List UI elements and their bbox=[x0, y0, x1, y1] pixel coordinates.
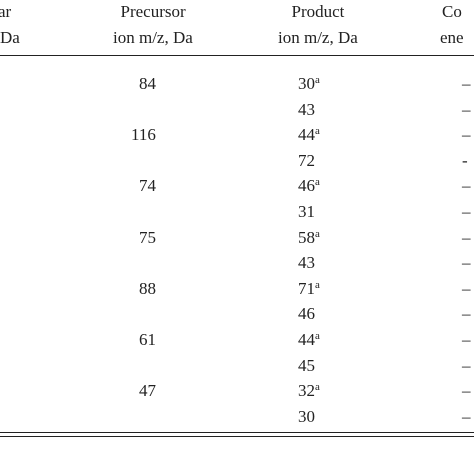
header-text: ene bbox=[440, 28, 464, 47]
footnote-mark: a bbox=[315, 74, 320, 86]
header-rule bbox=[0, 55, 474, 56]
footnote-mark: a bbox=[315, 227, 320, 240]
precursor-mz: 84 bbox=[139, 74, 156, 93]
product-mz: 72 bbox=[298, 150, 315, 170]
product-mz: 46a bbox=[298, 176, 320, 196]
product-mz: 43 bbox=[298, 99, 315, 119]
precursor-mz: 75 bbox=[139, 227, 156, 247]
product-mz: 44a bbox=[298, 125, 320, 145]
precursor-mz: 74 bbox=[139, 176, 156, 196]
header-text: ar bbox=[0, 2, 12, 21]
cut-text: – bbox=[462, 355, 471, 375]
product-mz: 31 bbox=[298, 202, 315, 221]
cut-text: – bbox=[462, 227, 471, 247]
bottom-rule bbox=[0, 436, 474, 437]
footnote-mark: a bbox=[315, 330, 320, 342]
footnote-mark: a bbox=[315, 278, 320, 291]
product-mz: 58a bbox=[298, 227, 320, 247]
header-text: Product bbox=[291, 2, 345, 21]
header-text: Co bbox=[442, 2, 462, 21]
product-mz: 71a bbox=[298, 278, 320, 298]
precursor-mz: 47 bbox=[139, 381, 156, 401]
footnote-mark: a bbox=[315, 176, 320, 189]
cut-text: – bbox=[462, 278, 471, 298]
cut-text: – bbox=[462, 176, 471, 196]
cut-text: – bbox=[462, 99, 471, 119]
product-mz: 45 bbox=[298, 355, 315, 375]
product-mz: 30 bbox=[298, 406, 315, 426]
bottom-rule bbox=[0, 432, 474, 433]
product-mz: 43 bbox=[298, 253, 315, 273]
footnote-mark: a bbox=[315, 125, 320, 138]
header-text: ion m/z, Da bbox=[113, 28, 193, 47]
precursor-mz: 61 bbox=[139, 330, 156, 349]
cut-text: - bbox=[462, 150, 468, 170]
cut-text: – bbox=[462, 253, 471, 273]
cut-text: – bbox=[462, 125, 471, 145]
header-text: Da bbox=[0, 28, 20, 47]
header-text: ion m/z, Da bbox=[278, 28, 358, 47]
product-mz: 32a bbox=[298, 381, 320, 401]
cut-text: – bbox=[462, 381, 471, 401]
precursor-mz: 116 bbox=[131, 125, 156, 145]
cut-text: – bbox=[462, 406, 471, 426]
cut-text: – bbox=[462, 304, 471, 324]
product-mz: 46 bbox=[298, 304, 315, 324]
cut-text: – bbox=[462, 330, 471, 349]
cut-text: – bbox=[462, 202, 471, 221]
cut-text: – bbox=[462, 74, 471, 93]
precursor-mz: 88 bbox=[139, 278, 156, 298]
product-mz: 30a bbox=[298, 74, 320, 93]
footnote-mark: a bbox=[315, 381, 320, 394]
header-text: Precursor bbox=[120, 2, 186, 21]
product-mz: 44a bbox=[298, 330, 320, 349]
